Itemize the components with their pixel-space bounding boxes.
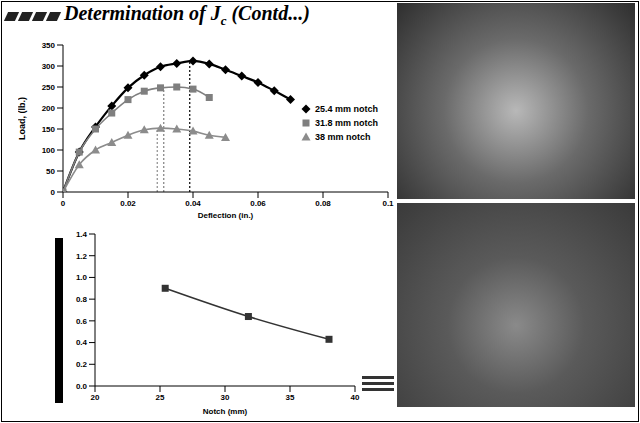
svg-text:0.02: 0.02 — [120, 199, 136, 208]
svg-text:Notch (mm): Notch (mm) — [203, 407, 248, 416]
svg-text:0.04: 0.04 — [185, 199, 201, 208]
svg-text:250: 250 — [42, 83, 56, 92]
svg-text:0.2: 0.2 — [76, 360, 88, 369]
svg-text:0.4: 0.4 — [76, 338, 88, 347]
html-text:31.8 mm notch: 31.8 mm notch — [315, 118, 378, 128]
html-text:25.4 mm notch: 25.4 mm notch — [315, 104, 378, 114]
svg-text:0.08: 0.08 — [315, 199, 331, 208]
svg-text:100: 100 — [42, 146, 56, 155]
html-text:Determination of Jc(Contd...): Determination of Jc(Contd...) — [64, 2, 310, 28]
svg-text:0.06: 0.06 — [250, 199, 266, 208]
svg-text:25: 25 — [156, 393, 165, 402]
svg-text:300: 300 — [42, 62, 56, 71]
svg-text:0.0: 0.0 — [76, 382, 88, 391]
svg-text:1.0: 1.0 — [76, 273, 88, 282]
svg-text:40: 40 — [351, 393, 360, 402]
svg-text:Load, (lb.): Load, (lb.) — [18, 97, 27, 140]
svg-text:0: 0 — [61, 199, 66, 208]
svg-text:200: 200 — [42, 104, 56, 113]
svg-text:20: 20 — [91, 393, 100, 402]
svg-text:35: 35 — [286, 393, 295, 402]
svg-text:0.1: 0.1 — [382, 199, 394, 208]
svg-text:150: 150 — [42, 125, 56, 134]
svg-text:1.4: 1.4 — [76, 230, 88, 239]
svg-text:30: 30 — [221, 393, 230, 402]
svg-text:0.6: 0.6 — [76, 317, 88, 326]
svg-text:350: 350 — [42, 41, 56, 50]
svg-text:Deflection (in.): Deflection (in.) — [198, 211, 254, 220]
svg-text:1.2: 1.2 — [76, 252, 88, 261]
svg-text:50: 50 — [46, 167, 55, 176]
html-text:38 mm notch: 38 mm notch — [315, 132, 371, 142]
svg-text:0: 0 — [51, 188, 56, 197]
svg-text:0.8: 0.8 — [76, 295, 88, 304]
